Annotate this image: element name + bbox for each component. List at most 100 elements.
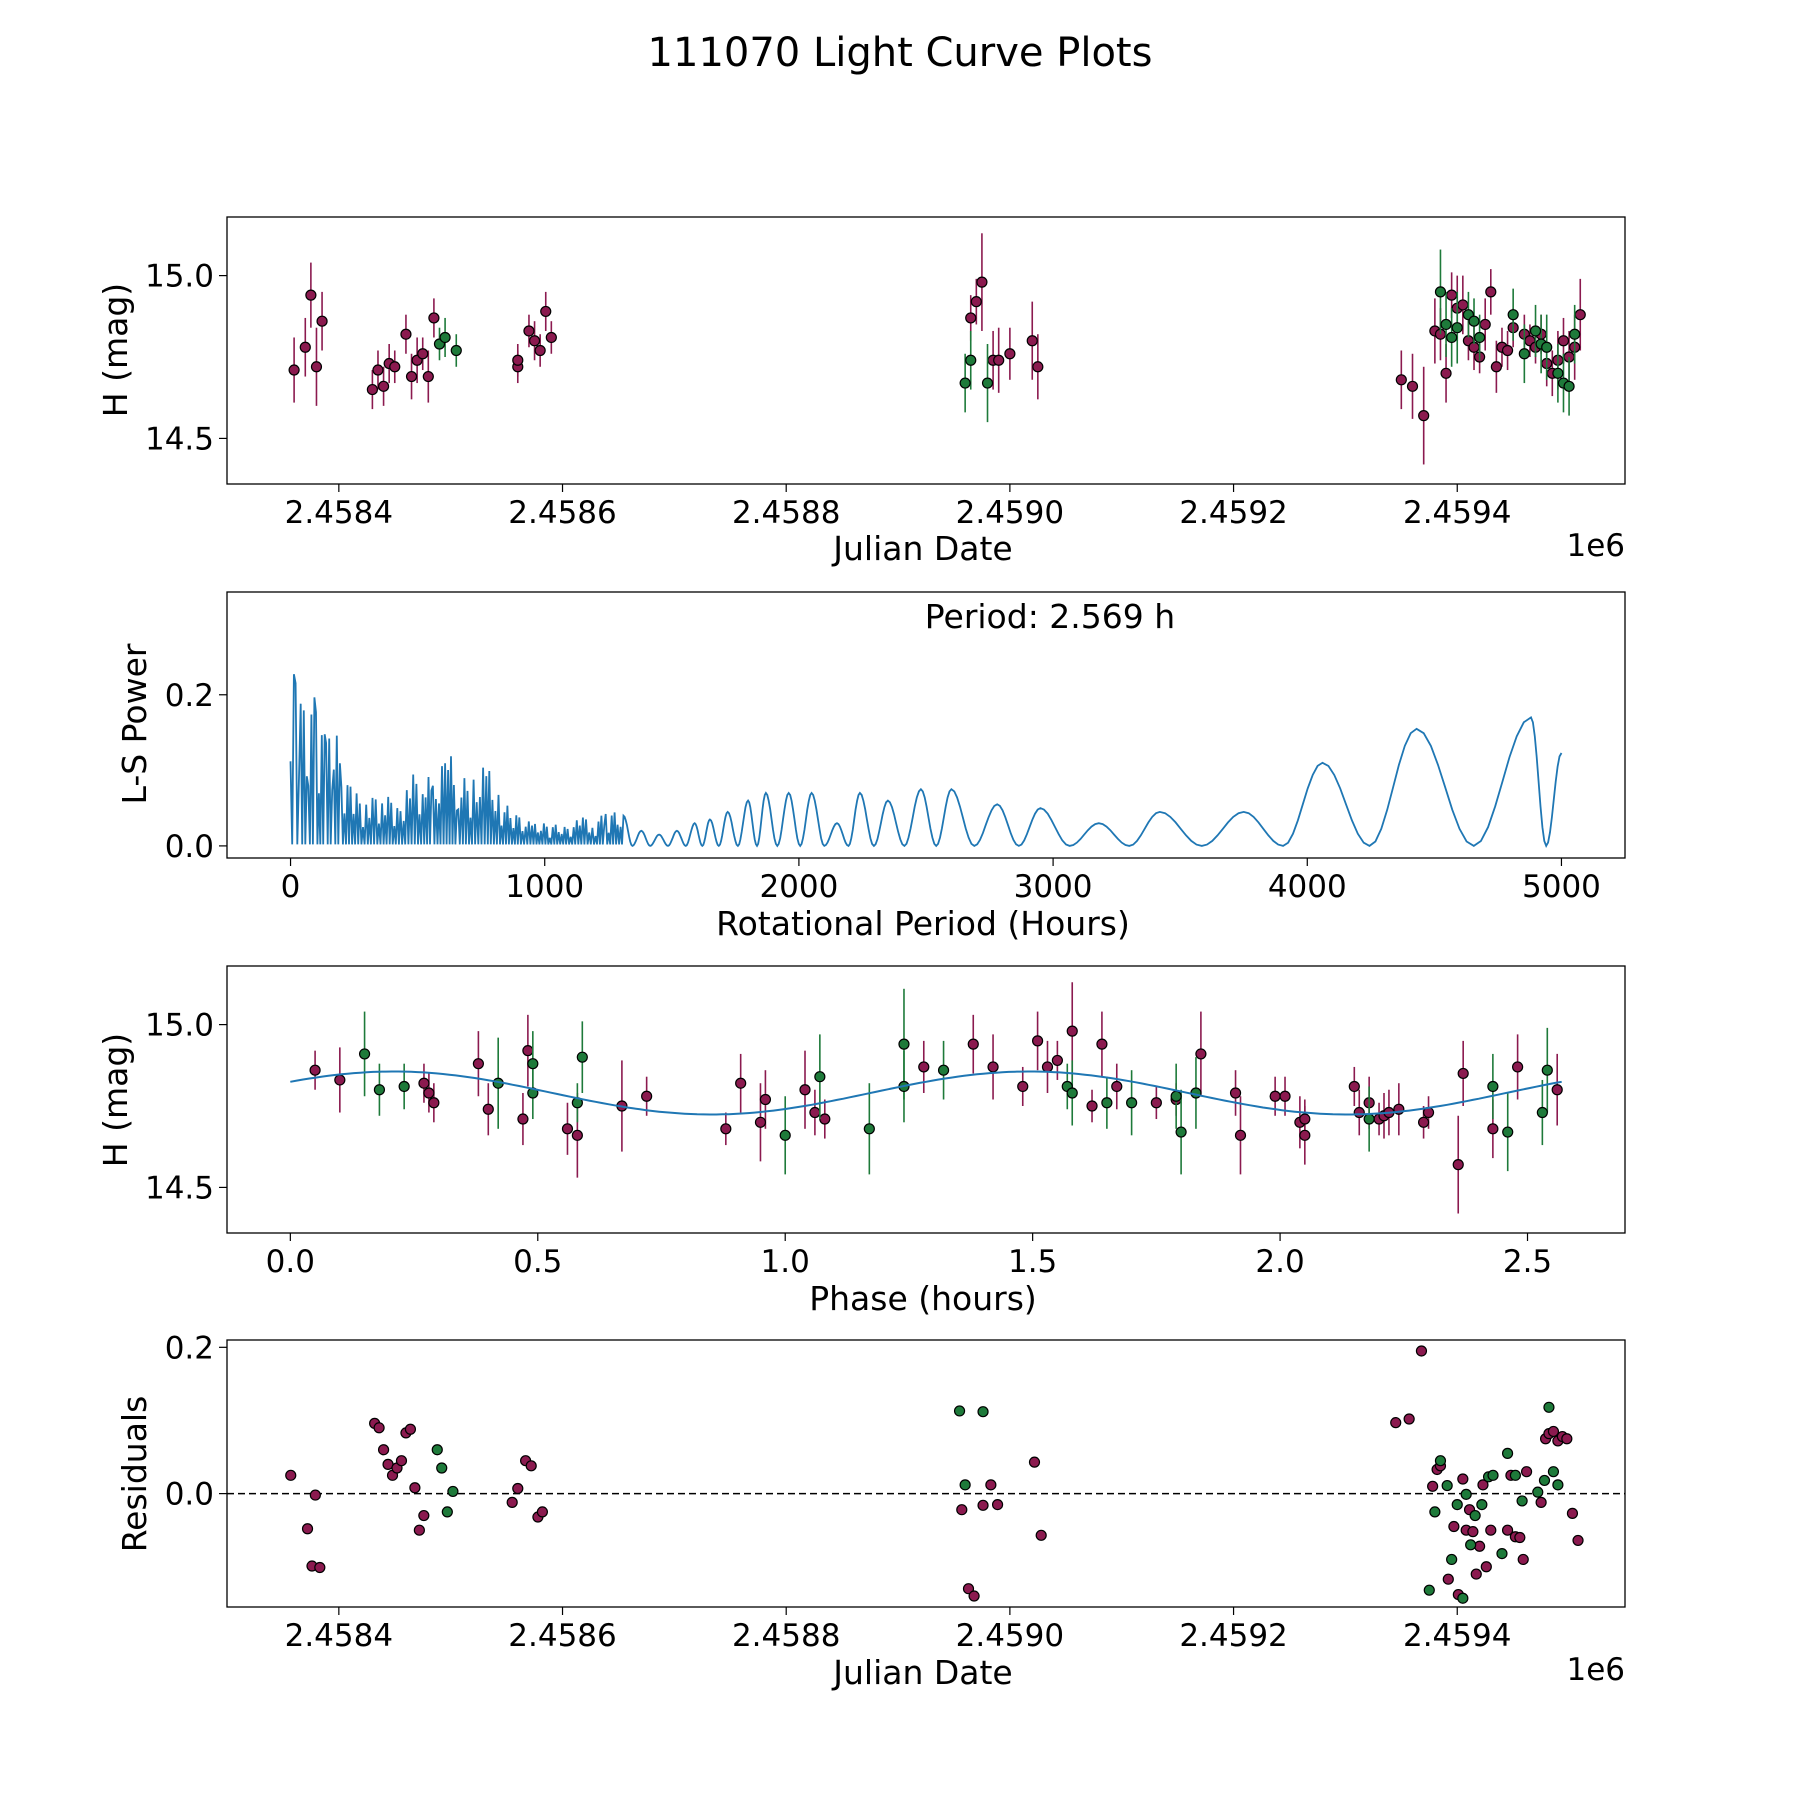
phased-point (1195, 1048, 1207, 1060)
phased-point (641, 1090, 653, 1102)
residuals-offset-label: 1e6 (1566, 1652, 1625, 1688)
phased-point (863, 1123, 875, 1135)
phased-point (1066, 1025, 1078, 1037)
phased-point (1536, 1106, 1548, 1119)
residuals-point (1477, 1479, 1489, 1491)
residuals-point (409, 1482, 421, 1494)
residuals-point (1423, 1584, 1435, 1596)
phased-point (428, 1097, 440, 1109)
periodogram-ytick-label: 0.2 (165, 678, 214, 714)
residuals-point (413, 1524, 425, 1536)
phased-point (1348, 1080, 1360, 1093)
lightcurve-xtick-label: 2.4590 (956, 495, 1064, 531)
residuals-point (1429, 1506, 1441, 1518)
phased-frame (226, 965, 1626, 1234)
phased-panel: Phase (hours) H (mag) 0.0 0.5 1.0 1.5 2.0 2.5… (96, 965, 1626, 1318)
phased-point (898, 1038, 910, 1050)
lightcurve-point (512, 354, 524, 366)
phased-point (814, 1071, 826, 1083)
residuals-point (1572, 1534, 1584, 1547)
lightcurve-point (1451, 322, 1463, 334)
lightcurve-point (1557, 335, 1570, 347)
residuals-panel: Julian Date Residuals 1e6 2.4584 2.4586 2.… (115, 1330, 1626, 1692)
periodogram-frame (226, 591, 1626, 859)
phased-point (482, 1103, 494, 1115)
residuals-point (977, 1406, 989, 1418)
lightcurve-point (959, 377, 971, 389)
lightcurve-point (366, 383, 378, 396)
residuals-point (1532, 1486, 1544, 1498)
residuals-point (1028, 1456, 1041, 1468)
residuals-point (985, 1479, 997, 1491)
phased-point (1031, 1035, 1044, 1047)
residuals-point (991, 1498, 1004, 1511)
phased-point (1299, 1113, 1311, 1125)
phased-point (1051, 1054, 1063, 1067)
lightcurve-point (1474, 331, 1486, 344)
lightcurve-frame (226, 216, 1626, 485)
periodogram-xtick-label: 5000 (1522, 869, 1601, 905)
lightcurve-point (1004, 348, 1016, 360)
residuals-point (953, 1405, 966, 1417)
phased-point (1299, 1129, 1311, 1141)
phased-point (735, 1077, 747, 1089)
phased-point (1457, 1067, 1469, 1080)
phased-xtick-label: 0.0 (266, 1244, 315, 1280)
lightcurve-point (428, 312, 440, 324)
phased-point (819, 1113, 831, 1125)
phased-point (527, 1058, 539, 1070)
lightcurve-point (1446, 331, 1458, 344)
residuals-point (1509, 1469, 1521, 1481)
lightcurve-point (417, 348, 429, 360)
residuals-point (1487, 1469, 1499, 1481)
phased-point (373, 1084, 386, 1096)
lightcurve-point (1518, 348, 1530, 360)
phased-point (1017, 1080, 1029, 1093)
period-annotation: Period: 2.569 h (925, 597, 1175, 636)
residuals-point (977, 1499, 989, 1511)
periodogram-ytick-label: 0.0 (165, 829, 214, 865)
residuals-point (1514, 1531, 1526, 1544)
phased-fit-line (290, 1070, 1562, 1116)
residuals-point (1517, 1553, 1529, 1566)
lightcurve-point (965, 312, 977, 324)
lightcurve-point (1406, 380, 1419, 392)
residuals-point (1561, 1433, 1573, 1445)
residuals-point (447, 1485, 459, 1498)
periodogram-xtick-label: 4000 (1268, 869, 1347, 905)
residuals-point (1535, 1496, 1547, 1508)
residuals-xtick-label: 2.4586 (508, 1618, 616, 1654)
phased-ytick-label: 14.5 (145, 1170, 214, 1206)
figure-title: 111070 Light Curve Plots (648, 30, 1153, 76)
lightcurve-point (299, 341, 311, 353)
phased-xtick-label: 0.5 (513, 1244, 562, 1280)
lightcurve-point (1434, 286, 1447, 298)
lightcurve-point (1569, 328, 1581, 340)
phased-point (398, 1080, 410, 1093)
phased-point (1279, 1090, 1291, 1102)
lightcurve-point (1457, 299, 1469, 311)
residuals-point (1035, 1529, 1047, 1541)
phased-point (1502, 1126, 1514, 1138)
residuals-point (436, 1462, 448, 1474)
residuals-point (1547, 1425, 1560, 1438)
phased-y-label: H (mag) (96, 1033, 135, 1167)
residuals-point (1403, 1413, 1415, 1425)
residuals-point (1457, 1592, 1469, 1604)
phased-point (1452, 1159, 1464, 1171)
lightcurve-point (377, 380, 390, 392)
residuals-point (1441, 1479, 1453, 1492)
residuals-xtick-label: 2.4592 (1179, 1618, 1287, 1654)
phased-point (1234, 1129, 1247, 1141)
residuals-point (395, 1455, 408, 1467)
residuals-point (377, 1444, 390, 1456)
residuals-point (512, 1482, 524, 1495)
phased-point (1126, 1097, 1138, 1109)
residuals-point (441, 1506, 453, 1518)
phased-point (571, 1129, 583, 1141)
phased-point (1229, 1087, 1242, 1099)
phased-point (576, 1051, 588, 1063)
phased-point (1175, 1126, 1187, 1138)
residuals-point (418, 1509, 430, 1522)
phased-point (1096, 1038, 1108, 1050)
